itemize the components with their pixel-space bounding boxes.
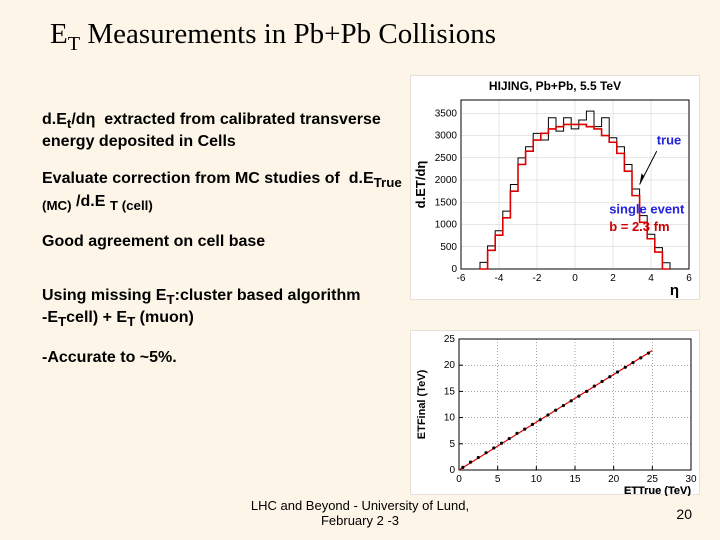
- text-column: d.Et/dη extracted from calibrated transv…: [42, 110, 402, 385]
- paragraph-5: -Accurate to ~5%.: [42, 348, 402, 367]
- svg-text:20: 20: [608, 474, 620, 485]
- svg-text:η: η: [670, 282, 679, 299]
- paragraph-1: d.Et/dη extracted from calibrated transv…: [42, 110, 402, 151]
- svg-text:0: 0: [572, 273, 578, 284]
- svg-text:3000: 3000: [435, 131, 458, 142]
- svg-text:3500: 3500: [435, 108, 458, 119]
- svg-text:1500: 1500: [435, 197, 458, 208]
- svg-text:0: 0: [456, 474, 462, 485]
- svg-text:500: 500: [440, 242, 457, 253]
- svg-text:5: 5: [449, 439, 455, 450]
- svg-text:5: 5: [495, 474, 501, 485]
- chart-etrue-vs-efinal: 0 5 10 15 20 25 0 5 10 15 20 25 30 ETFinal (TeV) ETTru…: [410, 330, 700, 495]
- svg-text:1000: 1000: [435, 220, 458, 231]
- paragraph-2: Evaluate correction from MC studies of d…: [42, 169, 402, 213]
- chart2-svg: 0 5 10 15 20 25 0 5 10 15 20 25 30 ETFinal (TeV) ETTru…: [411, 331, 701, 496]
- chart1-title: HIJING, Pb+Pb, 5.5 TeV: [411, 79, 699, 93]
- svg-text:20: 20: [444, 360, 456, 371]
- svg-text:2: 2: [610, 273, 616, 284]
- svg-text:ETFinal (TeV): ETFinal (TeV): [416, 369, 428, 439]
- paragraph-3: Good agreement on cell base: [42, 232, 402, 251]
- svg-text:-4: -4: [495, 273, 504, 284]
- svg-text:b = 2.3 fm: b = 2.3 fm: [609, 219, 669, 234]
- svg-text:ETTrue (TeV): ETTrue (TeV): [624, 485, 691, 496]
- svg-text:d.ET/dη: d.ET/dη: [413, 161, 428, 209]
- chart1-svg: 0500100015002000250030003500-6-4-20246d.…: [411, 94, 701, 299]
- svg-text:25: 25: [647, 474, 659, 485]
- svg-text:-2: -2: [533, 273, 542, 284]
- page-number: 20: [676, 506, 692, 522]
- svg-text:single event: single event: [609, 201, 685, 216]
- svg-text:15: 15: [444, 386, 456, 397]
- svg-text:6: 6: [686, 273, 692, 284]
- svg-text:true: true: [657, 132, 682, 147]
- svg-text:10: 10: [444, 413, 456, 424]
- svg-text:25: 25: [444, 334, 456, 345]
- svg-text:2500: 2500: [435, 153, 458, 164]
- svg-text:-6: -6: [457, 273, 466, 284]
- svg-text:2000: 2000: [435, 175, 458, 186]
- svg-text:30: 30: [685, 474, 697, 485]
- page-title: ET Measurements in Pb+Pb Collisions: [50, 18, 496, 56]
- chart-det-deta: HIJING, Pb+Pb, 5.5 TeV 0 500 1000 1500 2000 2…: [410, 75, 700, 300]
- svg-text:10: 10: [531, 474, 543, 485]
- footer: LHC and Beyond - University of Lund, Feb…: [0, 498, 720, 528]
- svg-text:0: 0: [449, 465, 455, 476]
- svg-text:15: 15: [569, 474, 581, 485]
- paragraph-4: Using missing ET:cluster based algorithm…: [42, 286, 402, 330]
- footer-line2: February 2 -3: [321, 513, 399, 528]
- svg-text:4: 4: [648, 273, 654, 284]
- footer-line1: LHC and Beyond - University of Lund,: [251, 498, 469, 513]
